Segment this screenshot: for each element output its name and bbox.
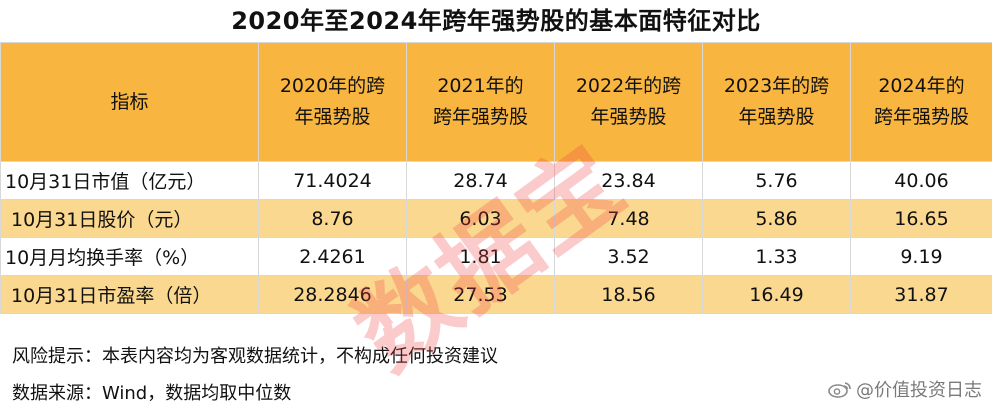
weibo-icon bbox=[828, 380, 852, 398]
table-cell: 6.03 bbox=[406, 199, 555, 238]
row-label: 10月31日市盈率（倍） bbox=[0, 275, 259, 314]
header-2023-line2: 年强势股 bbox=[738, 106, 815, 128]
table-cell: 1.33 bbox=[702, 237, 851, 276]
table-title: 2020年至2024年跨年强势股的基本面特征对比 bbox=[231, 7, 761, 35]
header-2021-line1: 2021年的 bbox=[437, 75, 524, 97]
table-cell: 1.81 bbox=[406, 237, 555, 276]
source-note: 数据来源：Wind，数据均取中位数 bbox=[12, 383, 292, 404]
table-cell: 2.4261 bbox=[258, 237, 407, 276]
header-2020-line2: 年强势股 bbox=[294, 106, 371, 128]
header-2020-line1: 2020年的跨 bbox=[279, 75, 386, 97]
weibo-account: @价值投资日志 bbox=[856, 380, 982, 401]
table-cell: 3.52 bbox=[554, 237, 703, 276]
header-2022-line2: 年强势股 bbox=[590, 106, 667, 128]
table-cell: 28.74 bbox=[406, 161, 555, 200]
table-cell: 8.76 bbox=[258, 199, 407, 238]
header-2022-line1: 2022年的跨 bbox=[575, 75, 682, 97]
table-cell: 28.2846 bbox=[258, 275, 407, 314]
table-cell: 5.86 bbox=[702, 199, 851, 238]
header-2024: 2024年的 跨年强势股 bbox=[850, 42, 992, 162]
header-2021-line2: 跨年强势股 bbox=[432, 106, 528, 128]
table-row-turnover: 10月月均换手率（%） 2.4261 1.81 3.52 1.33 9.19 bbox=[0, 237, 992, 276]
table-row-pe: 10月31日市盈率（倍） 28.2846 27.53 18.56 16.49 3… bbox=[0, 275, 992, 314]
risk-note: 风险提示：本表内容均为客观数据统计，不构成任何投资建议 bbox=[12, 346, 498, 367]
header-2024-line1: 2024年的 bbox=[878, 75, 965, 97]
header-2024-line2: 跨年强势股 bbox=[873, 106, 969, 128]
table-header-row: 指标 2020年的跨 年强势股 2021年的 跨年强势股 2022年的跨 年强势股 2… bbox=[0, 42, 992, 162]
table-cell: 23.84 bbox=[554, 161, 703, 200]
table-cell: 31.87 bbox=[850, 275, 992, 314]
table-cell: 5.76 bbox=[702, 161, 851, 200]
header-2022: 2022年的跨 年强势股 bbox=[554, 42, 703, 162]
header-indicator: 指标 bbox=[0, 42, 259, 162]
table-cell: 40.06 bbox=[850, 161, 992, 200]
row-label: 10月31日股价（元） bbox=[0, 199, 259, 238]
table-cell: 27.53 bbox=[406, 275, 555, 314]
table-row-market-cap: 10月31日市值（亿元） 71.4024 28.74 23.84 5.76 40… bbox=[0, 161, 992, 200]
table-row-price: 10月31日股价（元） 8.76 6.03 7.48 5.86 16.65 bbox=[0, 199, 992, 238]
table-cell: 9.19 bbox=[850, 237, 992, 276]
header-2020: 2020年的跨 年强势股 bbox=[258, 42, 407, 162]
table-cell: 16.49 bbox=[702, 275, 851, 314]
table-cell: 16.65 bbox=[850, 199, 992, 238]
footnotes: 风险提示：本表内容均为客观数据统计，不构成任何投资建议 数据来源：Wind，数据… bbox=[12, 338, 498, 412]
weibo-watermark: @价值投资日志 bbox=[828, 376, 982, 402]
row-label: 10月月均换手率（%） bbox=[0, 237, 259, 276]
row-label: 10月31日市值（亿元） bbox=[0, 161, 259, 200]
fundamentals-table: 指标 2020年的跨 年强势股 2021年的 跨年强势股 2022年的跨 年强势股 2… bbox=[0, 42, 992, 314]
table-cell: 71.4024 bbox=[258, 161, 407, 200]
table-cell: 7.48 bbox=[554, 199, 703, 238]
header-2021: 2021年的 跨年强势股 bbox=[406, 42, 555, 162]
table-cell: 18.56 bbox=[554, 275, 703, 314]
header-2023-line1: 2023年的跨 bbox=[723, 75, 830, 97]
header-2023: 2023年的跨 年强势股 bbox=[702, 42, 851, 162]
